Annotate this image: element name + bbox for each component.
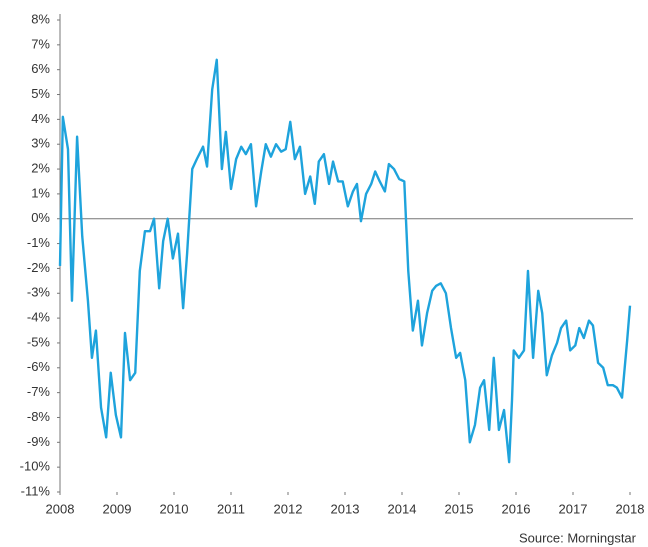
y-tick-label: 5% (31, 86, 50, 101)
x-tick-label: 2013 (331, 501, 360, 516)
x-tick-label: 2009 (103, 501, 132, 516)
y-tick-label: 4% (31, 111, 50, 126)
y-tick-label: -11% (21, 483, 51, 498)
y-tick-label: -8% (27, 409, 51, 424)
y-tick-label: -7% (27, 384, 51, 399)
y-tick-label: -1% (27, 235, 51, 250)
y-tick-label: 2% (31, 160, 50, 175)
y-tick-label: 7% (31, 36, 50, 51)
data-line (58, 58, 632, 464)
x-tick-label: 2017 (559, 501, 588, 516)
y-tick-label: 3% (31, 136, 50, 151)
y-tick-label: 1% (31, 185, 50, 200)
x-tick-label: 2010 (160, 501, 189, 516)
y-tick-label: -2% (27, 260, 51, 275)
x-tick-label: 2008 (46, 501, 75, 516)
y-tick-label: -4% (27, 310, 51, 325)
y-tick-label: -6% (27, 359, 51, 374)
y-tick-label: -5% (27, 334, 51, 349)
y-tick-label: 0% (31, 210, 50, 225)
y-tick-label: 8% (31, 11, 50, 26)
x-tick-label: 2014 (388, 501, 417, 516)
y-tick-label: -10% (20, 459, 51, 474)
y-tick-label: -9% (27, 434, 51, 449)
y-tick-label: 6% (31, 61, 50, 76)
x-tick-label: 2011 (217, 501, 245, 516)
y-tick-label: -3% (27, 285, 51, 300)
source: Source: Morningstar (519, 530, 637, 545)
x-tick-label: 2016 (502, 501, 531, 516)
x-tick-label: 2012 (274, 501, 303, 516)
x-tick-label: 2018 (616, 501, 645, 516)
x-tick-label: 2015 (445, 501, 474, 516)
